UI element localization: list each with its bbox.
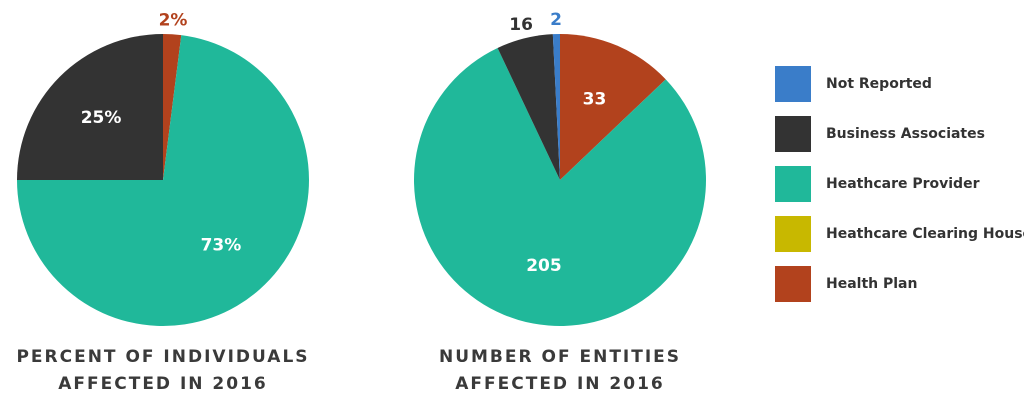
value-label: 33 bbox=[583, 89, 607, 109]
chart-title: PERCENT OF INDIVIDUALS bbox=[16, 347, 309, 367]
value-label: 73% bbox=[201, 236, 242, 256]
value-label: 205 bbox=[526, 256, 562, 276]
legend-label: Heathcare Clearing House bbox=[826, 226, 1024, 242]
pie-slice bbox=[560, 34, 666, 180]
pie-slice bbox=[17, 34, 163, 180]
value-label: 2% bbox=[159, 10, 188, 30]
legend-swatch bbox=[775, 216, 811, 252]
legend-swatch bbox=[775, 166, 811, 202]
legend-label: Business Associates bbox=[826, 126, 985, 142]
legend-label: Not Reported bbox=[826, 76, 932, 92]
pie-slice bbox=[552, 34, 560, 180]
pie-slice bbox=[414, 48, 706, 326]
chart-title: AFFECTED IN 2016 bbox=[455, 374, 665, 394]
legend-label: Heathcare Provider bbox=[826, 176, 980, 192]
pie-slice bbox=[17, 35, 310, 326]
value-label: 16 bbox=[509, 15, 533, 35]
legend-label: Health Plan bbox=[826, 276, 917, 292]
chart-title: AFFECTED IN 2016 bbox=[58, 374, 268, 394]
chart-title: NUMBER OF ENTITIES bbox=[439, 347, 681, 367]
legend-swatch bbox=[775, 116, 811, 152]
value-label: 2 bbox=[550, 10, 562, 30]
pie-slice bbox=[497, 34, 560, 180]
pie-slice bbox=[163, 34, 182, 180]
legend-swatch bbox=[775, 66, 811, 102]
value-label: 25% bbox=[81, 108, 122, 128]
legend-swatch bbox=[775, 266, 811, 302]
